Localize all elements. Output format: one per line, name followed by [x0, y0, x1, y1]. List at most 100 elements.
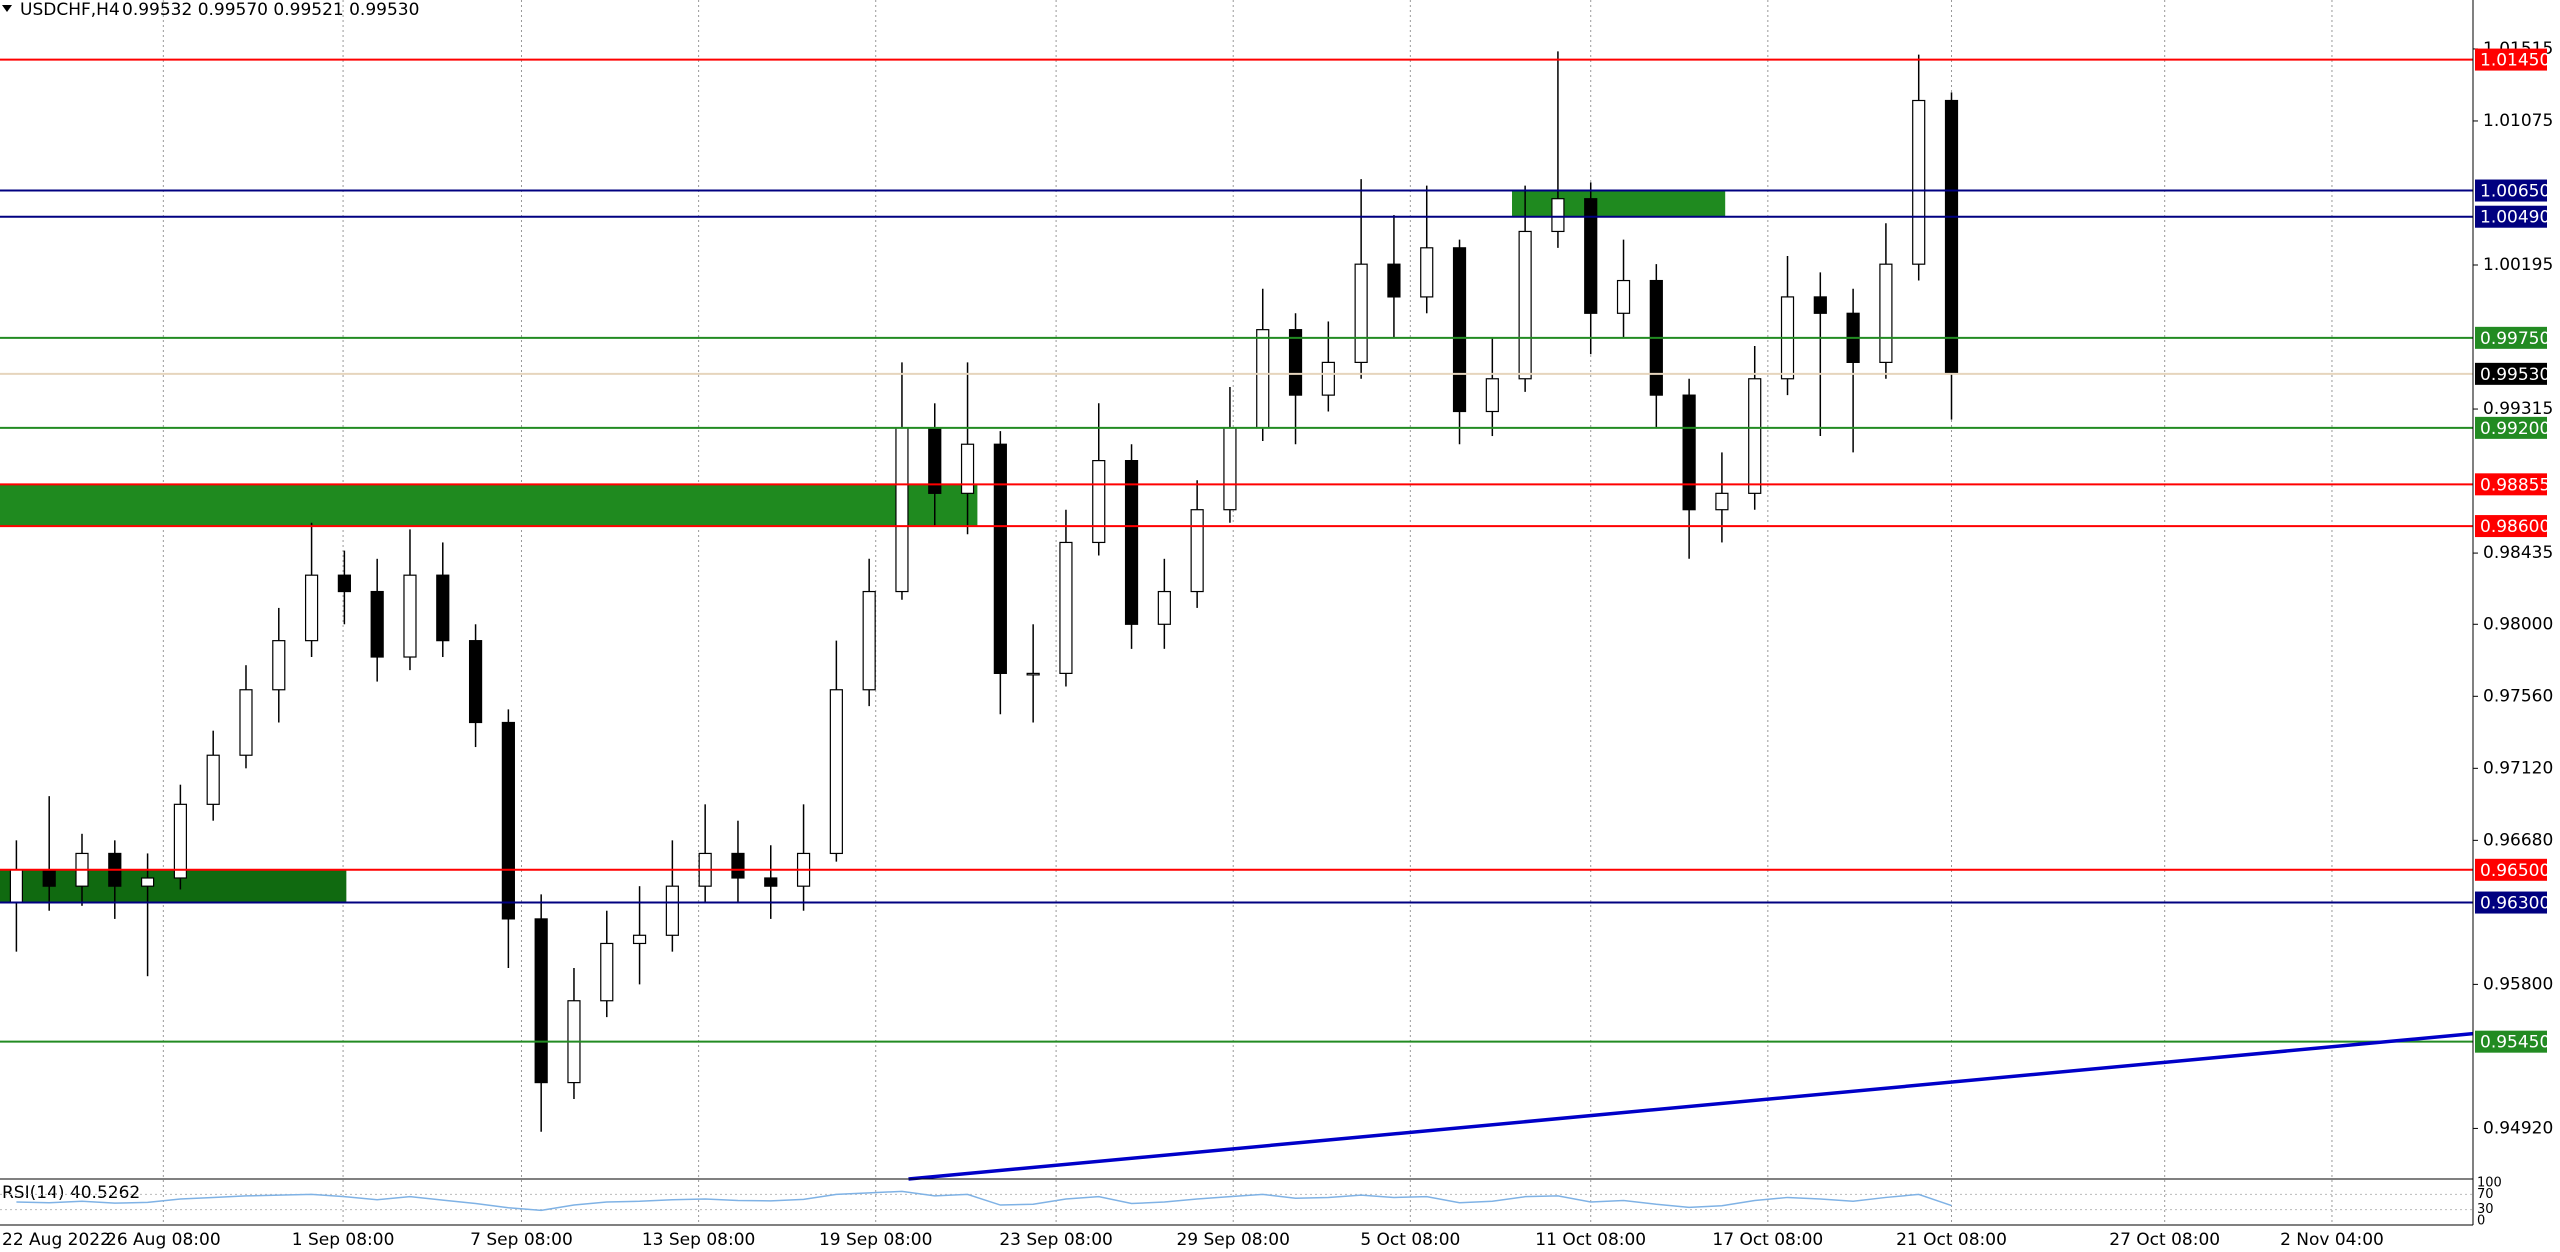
x-tick-label: 5 Oct 08:00	[1360, 1230, 1460, 1250]
level-label-box	[2475, 416, 2547, 439]
candle-body	[1748, 378, 1762, 494]
candle-body	[42, 869, 56, 887]
candle-body	[337, 574, 351, 593]
x-tick-label: 21 Oct 08:00	[1896, 1230, 2007, 1250]
candle-body	[1321, 361, 1335, 396]
candle-body	[829, 689, 843, 855]
level-label: 1.00490	[2480, 208, 2550, 228]
y-tick-label: 1.01075	[2483, 111, 2553, 131]
candle-body	[632, 934, 647, 945]
candle-body	[1354, 263, 1368, 363]
candle-body	[960, 443, 975, 494]
candle-body	[1682, 394, 1696, 511]
candle-body	[1616, 279, 1631, 314]
level-label: 0.99530	[2480, 365, 2550, 385]
candle-body	[1223, 427, 1237, 511]
x-tick-label: 19 Sep 08:00	[819, 1230, 932, 1250]
x-tick-label: 22 Aug 2022	[2, 1230, 111, 1250]
level-label: 0.99200	[2480, 419, 2550, 439]
candle-body	[1518, 230, 1532, 380]
candle-body	[731, 852, 745, 879]
candle-body	[370, 590, 384, 658]
x-tick-label: 23 Sep 08:00	[999, 1230, 1112, 1250]
quote: 0.99532 0.99570 0.99521 0.99530	[122, 0, 419, 20]
rsi-tick-label: 0	[2477, 1214, 2485, 1229]
rsi-tick-label: 30	[2477, 1202, 2494, 1217]
level-label-box	[2475, 1030, 2547, 1053]
y-tick-label: 0.99315	[2483, 399, 2553, 419]
y-tick-label: 0.97120	[2483, 758, 2553, 778]
y-tick-label: 0.98435	[2483, 543, 2553, 563]
candle-body	[1059, 541, 1073, 674]
level-label-box	[2475, 179, 2547, 202]
y-tick-label: 0.95800	[2483, 974, 2553, 994]
candle-body	[600, 942, 614, 1002]
candle-body	[1452, 247, 1467, 413]
y-tick-label: 0.96680	[2483, 830, 2553, 850]
candle-body	[1879, 263, 1893, 363]
zone	[0, 484, 978, 527]
candle-body	[272, 640, 286, 691]
candle-body	[1485, 378, 1499, 413]
candle-body	[993, 443, 1007, 674]
candle-body	[1584, 198, 1598, 314]
candle-body	[665, 885, 679, 936]
x-tick-label: 7 Sep 08:00	[470, 1230, 573, 1250]
candle-body	[1912, 99, 1926, 265]
candle-body	[764, 877, 778, 887]
candle-body	[206, 754, 220, 805]
menu-arrow[interactable]	[2, 5, 12, 12]
candle-body	[468, 640, 483, 724]
candle-body	[304, 574, 319, 642]
x-tick-label: 2 Nov 04:00	[2280, 1230, 2384, 1250]
x-tick-label: 1 Sep 08:00	[292, 1230, 395, 1250]
candle-body	[895, 427, 909, 593]
candle-body	[1420, 247, 1434, 298]
x-tick-label: 26 Aug 08:00	[106, 1230, 221, 1250]
level-label: 0.96300	[2480, 894, 2550, 914]
x-tick-label: 13 Sep 08:00	[642, 1230, 755, 1250]
level-label: 1.00650	[2480, 182, 2550, 202]
x-tick-label: 29 Sep 08:00	[1176, 1230, 1289, 1250]
level-label-box	[2475, 473, 2547, 496]
candle-body	[534, 918, 548, 1084]
candle-body	[1256, 329, 1270, 429]
candle-body	[1026, 672, 1040, 676]
candle-body	[1813, 296, 1827, 314]
candle-body	[436, 574, 450, 642]
level-label-box	[2475, 326, 2547, 349]
candle-body	[1092, 460, 1106, 544]
candle-body	[1124, 460, 1139, 625]
candle-body	[403, 574, 417, 658]
level-label-box	[2475, 515, 2547, 538]
level-label: 0.95450	[2480, 1033, 2550, 1053]
level-label: 0.98855	[2480, 475, 2550, 495]
candle-body	[9, 869, 23, 904]
candle-body	[1551, 198, 1565, 233]
rsi-line	[16, 1190, 1952, 1212]
y-tick-label: 1.00195	[2483, 255, 2553, 275]
x-tick-label: 17 Oct 08:00	[1712, 1230, 1823, 1250]
trendline	[908, 1031, 2474, 1181]
level-label-box	[2475, 858, 2547, 881]
candle-body	[1157, 590, 1171, 625]
y-tick-label: 0.94920	[2483, 1118, 2553, 1138]
candle-body	[173, 803, 187, 879]
candle-body	[1190, 509, 1204, 593]
level-label-box	[2475, 48, 2547, 71]
level-label: 1.01450	[2480, 51, 2550, 71]
zone	[0, 869, 347, 903]
x-tick-label: 11 Oct 08:00	[1535, 1230, 1646, 1250]
y-tick-label: 0.97560	[2483, 686, 2553, 706]
candle-body	[1288, 329, 1303, 396]
level-label: 0.98600	[2480, 517, 2550, 537]
candle-body	[1715, 492, 1729, 511]
level-label-box	[2475, 205, 2547, 228]
candle-body	[239, 689, 253, 756]
rsi-tick-label: 70	[2477, 1187, 2494, 1202]
level-label-box	[2475, 362, 2547, 385]
y-tick-label: 0.98000	[2483, 614, 2553, 634]
level-label-box	[2475, 891, 2547, 914]
symbol: USDCHF,H4	[20, 0, 120, 20]
